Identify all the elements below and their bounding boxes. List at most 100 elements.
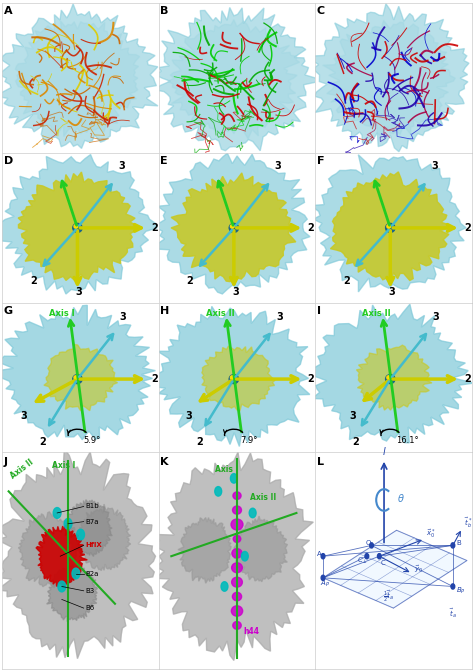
- Text: 3: 3: [118, 161, 125, 171]
- Polygon shape: [310, 304, 474, 443]
- Text: Axis I: Axis I: [49, 308, 75, 318]
- Polygon shape: [309, 4, 469, 152]
- Circle shape: [451, 543, 455, 548]
- Ellipse shape: [231, 605, 243, 616]
- Text: 2: 2: [151, 223, 158, 233]
- Text: B: B: [160, 6, 169, 16]
- Polygon shape: [65, 500, 112, 556]
- Ellipse shape: [231, 519, 243, 530]
- Text: 3: 3: [389, 287, 395, 297]
- Polygon shape: [15, 21, 140, 136]
- Circle shape: [230, 376, 234, 380]
- Text: $\vec{t}_a$: $\vec{t}_a$: [449, 606, 457, 620]
- Polygon shape: [18, 512, 79, 588]
- Text: $\vec{t}_b^*$: $\vec{t}_b^*$: [464, 515, 472, 530]
- Circle shape: [230, 474, 237, 483]
- Text: h44: h44: [243, 627, 259, 636]
- Polygon shape: [0, 305, 155, 439]
- Polygon shape: [0, 449, 155, 659]
- Polygon shape: [168, 19, 300, 139]
- Polygon shape: [75, 504, 131, 571]
- Polygon shape: [18, 172, 136, 280]
- Text: 7.9°: 7.9°: [240, 436, 257, 445]
- Text: 2: 2: [464, 223, 471, 233]
- Circle shape: [241, 552, 248, 561]
- Text: Axis II: Axis II: [249, 493, 276, 502]
- Text: 2: 2: [343, 276, 350, 286]
- Text: B2a: B2a: [85, 571, 99, 577]
- Polygon shape: [151, 452, 313, 661]
- Ellipse shape: [233, 492, 241, 499]
- Polygon shape: [44, 345, 118, 411]
- Circle shape: [385, 374, 395, 384]
- Circle shape: [385, 223, 395, 233]
- Ellipse shape: [233, 622, 241, 629]
- Circle shape: [387, 224, 391, 228]
- Text: 2: 2: [307, 223, 314, 233]
- Text: C: C: [317, 6, 325, 16]
- Circle shape: [230, 224, 234, 228]
- Polygon shape: [153, 306, 310, 446]
- Ellipse shape: [233, 506, 241, 514]
- Circle shape: [229, 223, 238, 233]
- Circle shape: [221, 582, 228, 591]
- Polygon shape: [153, 7, 316, 151]
- Text: 2: 2: [151, 374, 158, 384]
- Circle shape: [377, 554, 381, 559]
- Polygon shape: [311, 155, 466, 292]
- Polygon shape: [178, 517, 231, 583]
- Text: A: A: [4, 6, 12, 16]
- Text: Axis I: Axis I: [215, 465, 238, 474]
- Text: A: A: [317, 551, 321, 557]
- Text: 3: 3: [21, 411, 27, 421]
- Text: 3: 3: [185, 411, 191, 421]
- Text: 3: 3: [274, 161, 281, 171]
- Polygon shape: [356, 345, 432, 410]
- Text: 16.1°: 16.1°: [397, 436, 419, 445]
- Text: 3: 3: [232, 287, 239, 297]
- Circle shape: [387, 376, 391, 380]
- Text: B: B: [456, 540, 461, 546]
- Text: 3: 3: [349, 411, 356, 421]
- Text: 2: 2: [186, 276, 193, 286]
- Text: 2: 2: [464, 374, 471, 384]
- Text: 2: 2: [196, 437, 203, 448]
- Circle shape: [229, 374, 238, 384]
- Text: $C_\perp$: $C_\perp$: [357, 556, 368, 566]
- Text: 3: 3: [276, 312, 283, 322]
- Text: $A_P$: $A_P$: [320, 579, 330, 589]
- Text: I: I: [317, 306, 321, 316]
- Text: F: F: [317, 156, 324, 166]
- Polygon shape: [323, 530, 467, 608]
- Text: Axis II: Axis II: [9, 458, 35, 480]
- Text: Axis I: Axis I: [53, 460, 76, 470]
- Text: B3: B3: [85, 588, 94, 594]
- Polygon shape: [0, 4, 158, 149]
- Text: 3: 3: [76, 287, 82, 297]
- Text: 3: 3: [119, 312, 127, 322]
- Text: 2: 2: [307, 374, 314, 384]
- Polygon shape: [234, 516, 287, 582]
- Polygon shape: [323, 20, 455, 136]
- Circle shape: [321, 554, 325, 559]
- Polygon shape: [202, 346, 275, 411]
- Text: $l$: $l$: [382, 445, 386, 457]
- Polygon shape: [36, 526, 87, 588]
- Text: 3: 3: [431, 161, 438, 171]
- Circle shape: [451, 584, 455, 589]
- Text: C: C: [381, 560, 386, 566]
- Text: 2: 2: [30, 276, 37, 286]
- Text: Axis II: Axis II: [206, 308, 234, 318]
- Circle shape: [74, 376, 78, 380]
- Text: O: O: [365, 540, 371, 546]
- Polygon shape: [0, 155, 157, 294]
- Text: $\vec{y}_0$: $\vec{y}_0$: [414, 563, 423, 575]
- Circle shape: [77, 529, 84, 540]
- Text: B7a: B7a: [85, 519, 99, 525]
- Circle shape: [58, 581, 66, 592]
- Text: $B_P$: $B_P$: [456, 586, 466, 596]
- Text: H: H: [160, 306, 170, 316]
- Circle shape: [370, 543, 374, 548]
- Text: E: E: [160, 156, 168, 166]
- Text: L: L: [317, 457, 324, 467]
